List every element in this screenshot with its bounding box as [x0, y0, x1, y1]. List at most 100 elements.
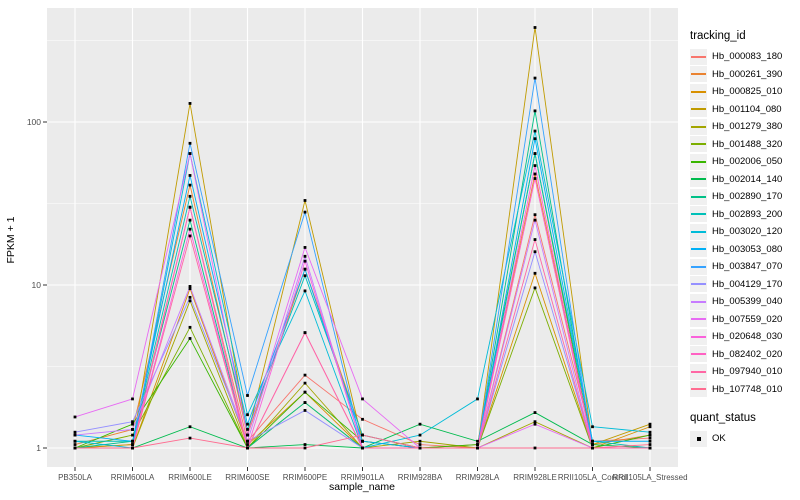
data-point: [303, 373, 307, 377]
data-point: [476, 443, 479, 446]
legend-color-items: Hb_000083_180 Hb_000261_390 Hb_000825_010 H…: [690, 48, 798, 398]
x-tick-label: PB350LA: [58, 473, 92, 482]
data-point: [533, 422, 537, 426]
legend-item-Hb_003053_080: Hb_003053_080: [690, 241, 798, 259]
data-point: [533, 164, 537, 168]
data-point: [303, 381, 307, 385]
data-point: [533, 213, 537, 217]
x-tick-label: RRIM600PE: [283, 473, 327, 482]
data-point: [188, 285, 192, 288]
data-point: [246, 413, 249, 417]
legend-key-swatch: [690, 48, 707, 65]
data-point: [188, 174, 192, 177]
data-point: [418, 446, 422, 450]
legend-key-line-icon: [691, 108, 706, 111]
legend-item-Hb_107748_010: Hb_107748_010: [690, 381, 798, 399]
legend-key-swatch: [690, 118, 707, 135]
data-point: [188, 102, 192, 105]
legend-item-label: Hb_000825_010: [712, 86, 783, 98]
data-point: [246, 428, 249, 431]
legend-item-Hb_002006_050: Hb_002006_050: [690, 153, 798, 171]
y-tick-label: 100: [27, 117, 41, 127]
data-point: [246, 439, 249, 443]
legend-item-Hb_082402_020: Hb_082402_020: [690, 346, 798, 364]
data-point: [533, 250, 537, 254]
legend-item-label: Hb_002006_050: [712, 156, 783, 168]
data-point: [188, 205, 192, 209]
legend-item-label: Hb_005399_040: [712, 296, 783, 308]
legend-key-line-icon: [691, 178, 706, 181]
legend-item-label: Hb_003020_120: [712, 226, 783, 238]
data-point: [131, 443, 134, 446]
data-point: [73, 430, 77, 434]
legend-item-label: Hb_097940_010: [712, 366, 783, 378]
data-point: [303, 246, 307, 249]
legend-item-label: Hb_000261_390: [712, 68, 783, 80]
data-point: [476, 397, 479, 401]
legend-key-swatch: [690, 171, 707, 188]
y-axis-title: FPKM + 1: [5, 216, 17, 263]
legend-item-Hb_007559_020: Hb_007559_020: [690, 311, 798, 329]
legend-item-label: OK: [712, 433, 726, 445]
data-point: [303, 401, 307, 404]
legend-key-line-icon: [691, 230, 706, 233]
legend-item-label: Hb_003847_070: [712, 261, 783, 273]
legend-key-swatch: [690, 241, 707, 258]
data-point: [246, 433, 249, 437]
data-point: [361, 439, 364, 443]
x-tick-label: RRII105LA_Stressed: [612, 473, 687, 482]
data-point: [131, 439, 134, 443]
legend-item-label: Hb_002014_140: [712, 173, 783, 185]
data-point: [246, 394, 249, 397]
legend-title-quant-status: quant_status: [690, 412, 756, 424]
y-tick-label: 1: [36, 443, 41, 453]
legend-item-Hb_002893_200: Hb_002893_200: [690, 206, 798, 224]
legend-key-line-icon: [691, 283, 706, 286]
data-point: [418, 443, 422, 446]
legend-item-label: Hb_004129_170: [712, 278, 783, 290]
legend-key-line-icon: [691, 370, 706, 373]
legend-key-swatch: [690, 136, 707, 153]
legend-key-swatch: [690, 83, 707, 100]
data-point: [591, 443, 594, 446]
black-square-point-icon: [697, 437, 701, 441]
legend-key-swatch: [690, 153, 707, 170]
data-point: [418, 422, 422, 426]
legend-item-Hb_001104_080: Hb_001104_080: [690, 101, 798, 119]
legend-item-label: Hb_001488_320: [712, 138, 783, 150]
x-axis-title: sample_name: [329, 481, 395, 493]
data-point: [533, 137, 537, 141]
legend-key-swatch: [690, 223, 707, 240]
legend-key-line-icon: [691, 318, 706, 321]
data-point: [303, 259, 307, 263]
legend-key-swatch: [690, 206, 707, 223]
legend-shape-items: OK: [690, 430, 798, 448]
legend-item-Hb_001488_320: Hb_001488_320: [690, 136, 798, 154]
x-tick-label: RRIM928LA: [456, 473, 500, 482]
data-point: [361, 397, 364, 401]
legend-item-Hb_097940_010: Hb_097940_010: [690, 363, 798, 381]
legend-item-Hb_000261_390: Hb_000261_390: [690, 66, 798, 84]
legend-key-line-icon: [691, 353, 706, 356]
data-point: [303, 210, 307, 214]
data-point: [361, 433, 364, 437]
data-point: [246, 422, 249, 426]
data-point: [131, 420, 134, 424]
data-point: [533, 271, 537, 275]
data-point: [476, 439, 479, 443]
data-point: [188, 287, 192, 291]
legend-item-label: Hb_003053_080: [712, 243, 783, 255]
data-point: [591, 446, 594, 450]
legend-key-swatch: [690, 346, 707, 363]
data-point: [303, 443, 307, 446]
legend-key-swatch: [690, 311, 707, 328]
data-point: [303, 446, 307, 450]
legend-item-Hb_003847_070: Hb_003847_070: [690, 258, 798, 276]
data-point: [188, 152, 192, 155]
data-point: [188, 234, 192, 238]
data-point: [533, 218, 537, 222]
legend-item-label: Hb_000083_180: [712, 51, 783, 63]
data-point: [303, 267, 307, 271]
legend-item-Hb_003020_120: Hb_003020_120: [690, 223, 798, 241]
